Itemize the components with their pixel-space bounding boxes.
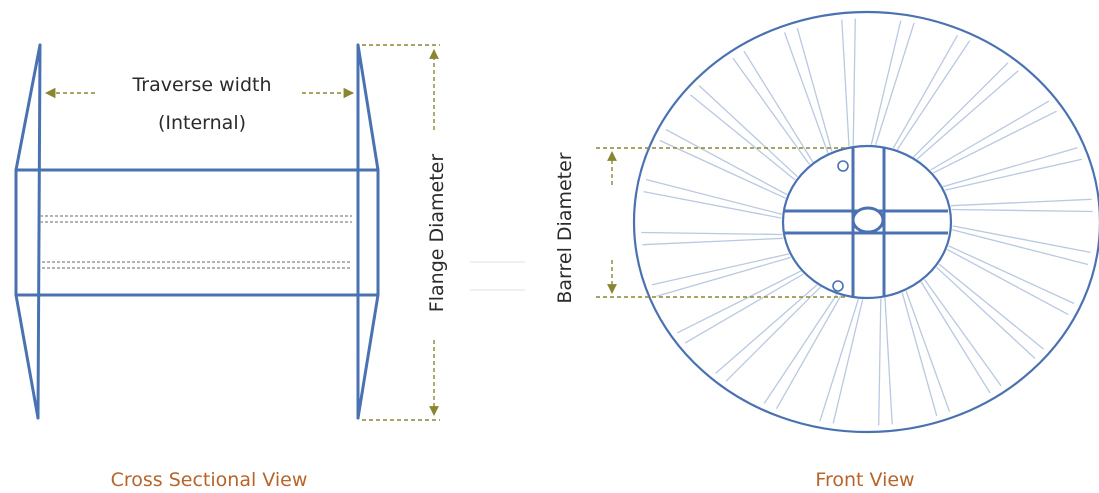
flange-spoke [933,110,1057,174]
flange-spoke [689,94,796,181]
flange-spoke [763,294,838,404]
flange-spoke [951,208,1093,213]
front-view [632,10,1099,434]
traverse-width-label: Traverse width [131,74,271,96]
flange-spoke [948,245,1075,305]
right-flange [356,43,380,420]
flange-spoke [642,237,784,246]
flange-spoke [698,85,798,178]
flange-spoke [950,198,1092,207]
flange-spoke [783,32,829,154]
flange-spoke [943,147,1078,188]
drive-pin-hole-top [837,160,849,172]
flange-spoke [952,225,1091,254]
front-view-caption: Front View [815,469,914,491]
flange-spoke [892,34,959,149]
left-flange-inner [36,43,42,420]
flange-spoke [952,229,1089,266]
flange-spoke [905,290,951,412]
flange-spoke [715,284,818,374]
flange-spoke [656,256,791,297]
flange-spoke [819,298,860,422]
flange-diameter-dimension [362,44,440,421]
flange-spoke [732,57,811,165]
cross-section-view [14,43,380,420]
barrel-diameter-dimension [596,147,845,298]
drive-pin-hole-bottom [832,280,844,292]
flange-spoke [884,297,893,425]
flange-spoke [913,62,1009,158]
flange-spoke [665,128,788,196]
flange-spoke [870,20,902,145]
flange-spoke [923,279,1002,387]
barrel-diameter-label: Barrel Diameter [554,152,576,303]
flange-spoke [930,100,1050,171]
flange-spoke [832,299,864,424]
flange-spoke [841,19,850,147]
flange-spoke [946,248,1069,316]
flange-spoke [651,253,790,286]
projection-guides [470,261,525,291]
flange-spoke [743,50,814,163]
flange-spoke [874,22,915,146]
traverse-width-internal-label: (Internal) [158,112,246,134]
flange-spoke [896,40,971,150]
flange-spoke [643,190,782,219]
flange-spoke [852,18,856,146]
flange-spoke [916,70,1019,160]
flange-spoke [641,231,783,236]
flange-spoke [645,178,782,215]
flange-diameter-label: Flange Diameter [426,154,448,313]
cross-section-caption: Cross Sectional View [111,469,308,491]
arbor-hole-hidden-lines [40,215,352,269]
flange-spoke [684,273,804,344]
flange-spoke [901,292,938,416]
left-flange [14,43,42,420]
flange-spokes [641,18,1093,426]
flange-spoke [775,295,842,410]
flange-spoke [878,298,882,426]
flange-outline [632,10,1099,434]
arbor-hole [851,206,885,234]
flange-spoke [938,263,1045,350]
flange-spoke [936,266,1036,359]
flange-spoke [725,286,821,382]
flange-spoke [659,139,786,199]
flange-spoke [677,270,801,334]
flange-spoke [944,158,1083,191]
flange-spoke [920,281,991,394]
flange-spoke [796,28,833,152]
